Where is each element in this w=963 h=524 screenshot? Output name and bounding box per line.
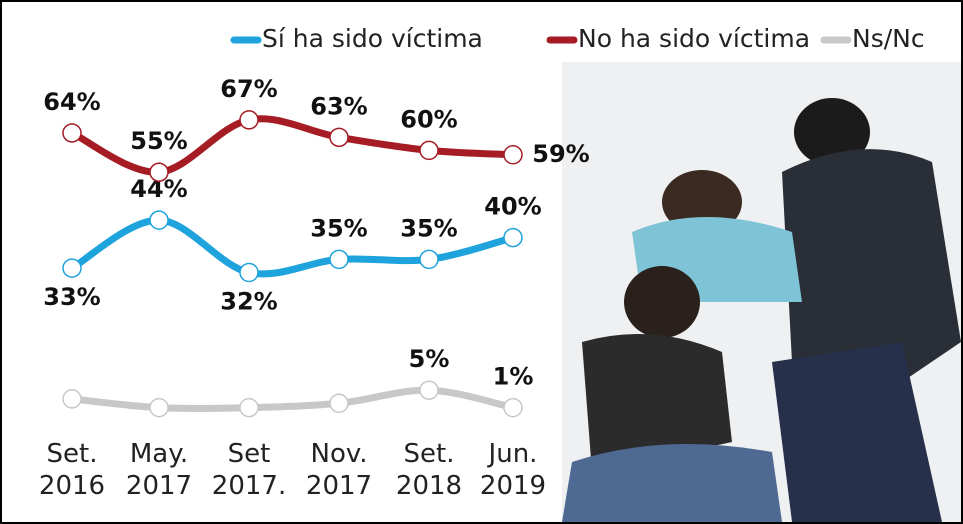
data-label: 40% (484, 193, 541, 221)
marker (239, 110, 259, 130)
marker (149, 210, 169, 230)
marker (329, 249, 349, 270)
marker (329, 127, 349, 148)
legend-label: Ns/Nc (852, 24, 925, 53)
legend-label: Sí ha sido víctima (262, 24, 483, 53)
marker (239, 397, 259, 418)
marker (503, 397, 523, 418)
marker (62, 258, 82, 278)
data-label: 67% (220, 75, 277, 103)
data-label: 1% (493, 363, 534, 391)
data-label: 32% (220, 287, 277, 315)
data-label: 5% (409, 345, 450, 373)
legend-label: No ha sido víctima (578, 24, 810, 53)
data-label: 64% (43, 88, 100, 116)
data-label: 63% (310, 92, 367, 120)
marker (419, 380, 439, 400)
x-tick-label: Set. 2016 (38, 439, 106, 501)
marker (419, 249, 439, 270)
marker (149, 397, 169, 418)
data-label: 59% (532, 140, 589, 168)
marker (503, 145, 523, 165)
x-tick-label: Set. 2018 (395, 439, 463, 501)
marker (149, 162, 169, 182)
x-tick-label: Jun. 2019 (479, 439, 547, 501)
line (71, 386, 514, 412)
marker (62, 123, 82, 143)
marker (419, 140, 439, 161)
x-tick-label: Set 2017. (211, 439, 287, 501)
data-label: 33% (43, 283, 100, 311)
marker (329, 393, 349, 414)
marker (503, 227, 523, 248)
marker (239, 262, 259, 283)
photo (562, 62, 961, 522)
x-tick-label: May. 2017 (125, 439, 193, 501)
x-tick-label: Nov. 2017 (305, 439, 373, 501)
data-label: 35% (310, 214, 367, 242)
marker (62, 389, 82, 409)
data-label: 35% (400, 214, 457, 242)
data-label: 55% (130, 127, 187, 155)
data-label: 60% (400, 105, 457, 133)
